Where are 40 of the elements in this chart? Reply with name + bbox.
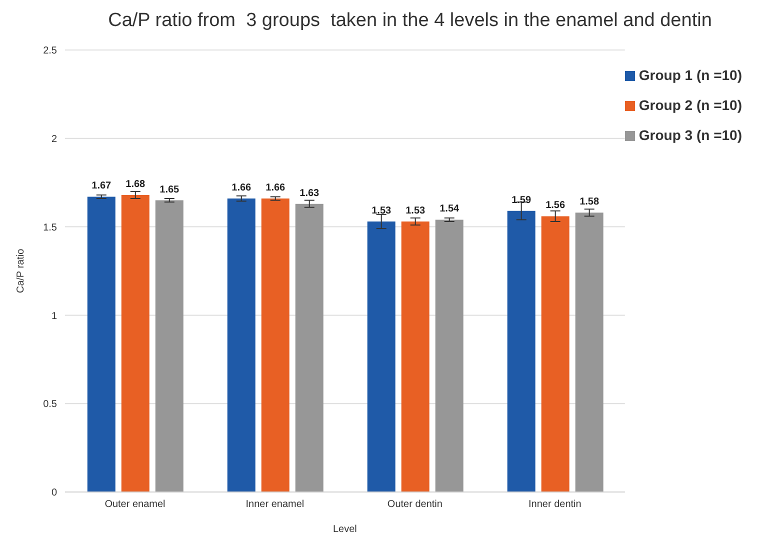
data-label: 1.68 [126, 178, 146, 190]
data-label: 1.53 [372, 205, 392, 216]
bar [541, 216, 570, 492]
x-tick-label: Inner dentin [528, 499, 582, 510]
data-label: 1.63 [300, 188, 320, 199]
legend-label: Group 1 (n =10) [638, 67, 742, 83]
data-label: 1.67 [92, 180, 112, 192]
y-tick-label: 0 [51, 488, 58, 499]
legend-label: Group 3 (n =10) [638, 127, 742, 143]
data-label: 1.66 [266, 182, 286, 194]
x-tick-label: Outer dentin [387, 499, 442, 510]
bar [121, 194, 150, 492]
chart-title: Ca/P ratio from 3 groups taken in the 4 levels in the enamel and dentin [107, 10, 713, 32]
y-tick-label: 1.5 [43, 222, 58, 234]
bar [261, 198, 290, 492]
data-label: 1.54 [440, 204, 460, 215]
y-tick-label: 2.5 [43, 46, 58, 57]
data-label: 1.66 [232, 182, 252, 194]
x-axis-title: Level [333, 524, 357, 535]
x-tick-label: Inner enamel [246, 499, 304, 510]
y-axis-title: Ca/P ratio [16, 248, 27, 294]
y-tick-label: 2 [51, 134, 58, 145]
y-tick-label: 0.5 [43, 399, 58, 410]
x-tick-label: Outer enamel [104, 499, 166, 510]
bar [87, 196, 116, 492]
bar [507, 210, 536, 492]
legend-label: Group 2 (n =10) [638, 97, 742, 113]
bar [295, 204, 324, 492]
bar [401, 221, 430, 492]
data-label: 1.53 [406, 205, 426, 216]
bar [435, 220, 464, 492]
y-tick-label: 1 [51, 310, 58, 322]
bar [575, 212, 604, 492]
data-label: 1.59 [512, 194, 532, 206]
bar [155, 200, 184, 492]
data-label: 1.56 [546, 200, 566, 212]
bar [367, 221, 396, 492]
data-label: 1.58 [580, 196, 600, 208]
bar [227, 198, 256, 492]
data-label: 1.65 [160, 184, 180, 196]
